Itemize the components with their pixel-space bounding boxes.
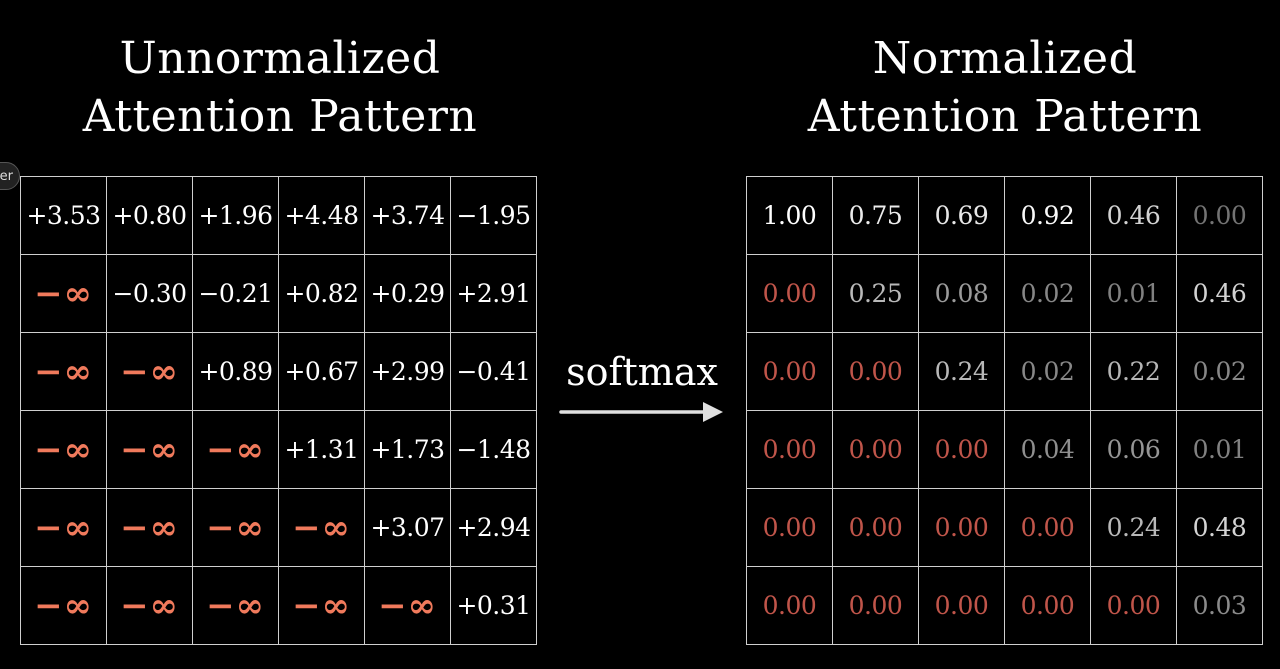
neg-inf-cell: −∞ (21, 255, 107, 333)
score-cell: −0.30 (107, 255, 193, 333)
weight-cell: 0.08 (919, 255, 1005, 333)
score-cell: −0.41 (451, 333, 537, 411)
score-cell: +0.67 (279, 333, 365, 411)
masked-weight-cell: 0.00 (747, 411, 833, 489)
weight-cell: 0.02 (1177, 333, 1263, 411)
weight-cell: 0.46 (1091, 177, 1177, 255)
weight-cell: 0.69 (919, 177, 1005, 255)
weight-cell: 0.92 (1005, 177, 1091, 255)
neg-inf-cell: −∞ (21, 411, 107, 489)
weight-cell: 0.01 (1177, 411, 1263, 489)
masked-weight-cell: 0.00 (919, 489, 1005, 567)
weight-cell: 0.01 (1091, 255, 1177, 333)
weight-cell: 0.04 (1005, 411, 1091, 489)
masked-weight-cell: 0.00 (833, 489, 919, 567)
masked-weight-cell: 0.00 (747, 489, 833, 567)
masked-weight-cell: 0.00 (1091, 567, 1177, 645)
masked-weight-cell: 0.00 (833, 567, 919, 645)
softmax-label: softmax (566, 350, 718, 394)
weight-cell: 0.03 (1177, 567, 1263, 645)
neg-inf-cell: −∞ (365, 567, 451, 645)
score-cell: −1.95 (451, 177, 537, 255)
neg-inf-cell: −∞ (21, 567, 107, 645)
neg-inf-cell: −∞ (193, 411, 279, 489)
weight-cell: 1.00 (747, 177, 833, 255)
unnormalized-title: Unnormalized Attention Pattern (60, 30, 500, 146)
score-cell: −0.21 (193, 255, 279, 333)
neg-inf-cell: −∞ (107, 567, 193, 645)
unnormalized-attention-grid: +3.53 +0.80 +1.96 +4.48 +3.74 −1.95 −∞ −0.30 −0.… (20, 176, 537, 645)
neg-inf-cell: −∞ (279, 489, 365, 567)
score-cell: +2.99 (365, 333, 451, 411)
score-cell: +1.96 (193, 177, 279, 255)
weight-cell: 0.06 (1091, 411, 1177, 489)
weight-cell: 0.22 (1091, 333, 1177, 411)
score-cell: +0.89 (193, 333, 279, 411)
weight-cell: 0.48 (1177, 489, 1263, 567)
neg-inf-cell: −∞ (21, 489, 107, 567)
masked-weight-cell: 0.00 (1005, 489, 1091, 567)
weight-cell: 0.25 (833, 255, 919, 333)
normalized-attention-grid: 1.00 0.75 0.69 0.92 0.46 0.00 0.00 0.25 0.08 0.02… (746, 176, 1263, 645)
unnormalized-title-line2: Attention Pattern (82, 91, 478, 142)
neg-inf-cell: −∞ (107, 411, 193, 489)
masked-weight-cell: 0.00 (747, 567, 833, 645)
weight-cell: 0.02 (1005, 255, 1091, 333)
neg-inf-cell: −∞ (279, 567, 365, 645)
weight-cell: 0.24 (919, 333, 1005, 411)
masked-weight-cell: 0.00 (919, 411, 1005, 489)
masked-weight-cell: 0.00 (1005, 567, 1091, 645)
masked-weight-cell: 0.00 (747, 333, 833, 411)
score-cell: +3.07 (365, 489, 451, 567)
score-cell: +2.94 (451, 489, 537, 567)
normalized-title: Normalized Attention Pattern (785, 30, 1225, 146)
masked-weight-cell: 0.00 (747, 255, 833, 333)
score-cell: −1.48 (451, 411, 537, 489)
neg-inf-cell: −∞ (107, 489, 193, 567)
score-cell: +1.73 (365, 411, 451, 489)
neg-inf-cell: −∞ (193, 489, 279, 567)
weight-cell: 0.24 (1091, 489, 1177, 567)
normalized-title-line2: Attention Pattern (807, 91, 1203, 142)
score-cell: +0.80 (107, 177, 193, 255)
right-arrow-icon (559, 402, 723, 422)
masked-weight-cell: 0.00 (919, 567, 1005, 645)
unnormalized-title-line1: Unnormalized (119, 33, 441, 84)
score-cell: +0.29 (365, 255, 451, 333)
masked-weight-cell: 0.00 (833, 333, 919, 411)
score-cell: +2.91 (451, 255, 537, 333)
score-cell: +1.31 (279, 411, 365, 489)
score-cell: +4.48 (279, 177, 365, 255)
weight-cell: 0.46 (1177, 255, 1263, 333)
normalized-title-line1: Normalized (872, 33, 1138, 84)
neg-inf-cell: −∞ (107, 333, 193, 411)
weight-cell: 0.02 (1005, 333, 1091, 411)
weight-cell: 0.00 (1177, 177, 1263, 255)
neg-inf-cell: −∞ (21, 333, 107, 411)
neg-inf-cell: −∞ (193, 567, 279, 645)
side-badge[interactable]: er (0, 162, 20, 190)
masked-weight-cell: 0.00 (833, 411, 919, 489)
weight-cell: 0.75 (833, 177, 919, 255)
score-cell: +0.82 (279, 255, 365, 333)
score-cell: +3.74 (365, 177, 451, 255)
score-cell: +3.53 (21, 177, 107, 255)
score-cell: +0.31 (451, 567, 537, 645)
